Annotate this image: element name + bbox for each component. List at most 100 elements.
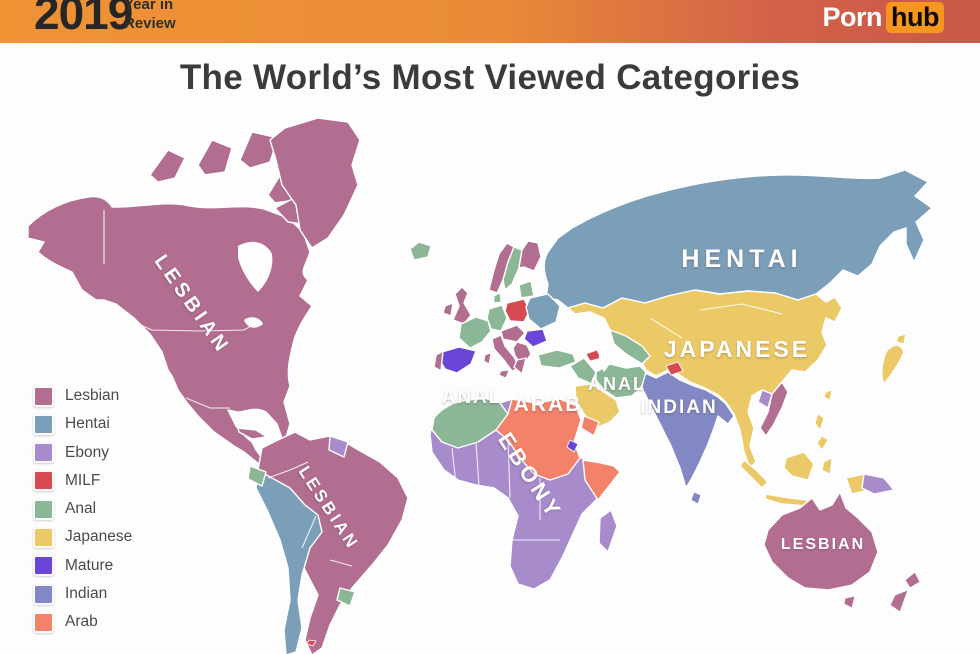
- region-philippines: [816, 435, 829, 451]
- map-label-hentai: HENTAI: [681, 245, 802, 273]
- inland-water: [238, 241, 613, 372]
- logo-part2: hub: [886, 2, 944, 34]
- region-central-europe: [500, 324, 526, 343]
- region-kashmir: [665, 361, 684, 376]
- region-russia: [543, 169, 933, 309]
- region-romania-bulgaria: [523, 328, 548, 348]
- region-new-zealand: [904, 571, 921, 589]
- legend-label: Anal: [65, 500, 97, 518]
- region-ireland: [442, 302, 454, 317]
- region-ukraine-belarus: [525, 293, 561, 330]
- region-borneo: [783, 451, 815, 481]
- region-india-pakistan: [641, 371, 735, 489]
- region-baltics: [518, 280, 535, 299]
- map-label-arab: ARAB: [514, 393, 583, 416]
- brand-logo: Porn hub: [822, 2, 944, 34]
- region-yemen: [580, 415, 600, 437]
- logo-part1: Porn: [822, 2, 883, 33]
- region-eritrea: [566, 439, 579, 453]
- region-australia: [763, 491, 879, 591]
- subtitle-line2: Review: [124, 14, 176, 32]
- region-china-central-asia: [567, 289, 843, 469]
- region-new-zealand: [889, 589, 909, 613]
- region-sri-lanka: [690, 491, 702, 505]
- region-cuba: [237, 427, 268, 440]
- map-label-japanese: JAPANESE: [664, 336, 810, 362]
- region-france: [458, 316, 492, 349]
- map-label-lesbian-au: LESBIAN: [781, 536, 865, 553]
- page-title: The World’s Most Viewed Categories: [179, 58, 801, 97]
- country-borders: [103, 210, 783, 567]
- legend-label: Ebony: [65, 443, 109, 461]
- legend-swatch-lesbian: [33, 385, 54, 407]
- year-in-review-text: Year in Review: [124, 0, 176, 34]
- region-iceland: [409, 241, 432, 261]
- legend-swatch-anal: [33, 498, 54, 520]
- legend-item-anal: Anal: [33, 498, 132, 520]
- region-philippines: [814, 413, 825, 431]
- region-japan: [881, 344, 905, 385]
- legend-swatch-japanese: [33, 526, 54, 548]
- region-arctic-islands: [197, 139, 233, 176]
- year-text: 2019: [34, 0, 133, 39]
- region-iran: [595, 363, 647, 399]
- region-finland: [518, 240, 542, 272]
- region-guyanas: [328, 435, 349, 458]
- region-sulawesi: [821, 457, 833, 475]
- legend-swatch-indian: [33, 583, 54, 605]
- legend-item-milf: MILF: [33, 470, 132, 492]
- legend-label: Mature: [65, 556, 114, 574]
- region-poland: [504, 298, 531, 323]
- region-saudi-arabia: [574, 383, 621, 429]
- region-sumatra: [739, 459, 769, 489]
- region-vietnam: [759, 381, 789, 437]
- region-iraq-syria: [569, 357, 597, 385]
- legend-item-japanese: Japanese: [33, 526, 132, 548]
- region-spain: [438, 346, 477, 374]
- legend: Lesbian Hentai Ebony MILF Anal Japanese …: [33, 385, 132, 640]
- legend-label: Indian: [65, 585, 108, 603]
- legend-item-arab: Arab: [33, 611, 132, 633]
- map-label-anal-africa: ANAL: [442, 387, 503, 408]
- region-uk: [452, 286, 472, 325]
- region-sardinia: [483, 352, 492, 365]
- region-turkmen-uzbek: [609, 329, 651, 365]
- legend-item-mature: Mature: [33, 555, 132, 577]
- region-north-america: [27, 195, 313, 479]
- region-libya-egypt-sudan: [495, 398, 582, 481]
- legend-item-ebony: Ebony: [33, 442, 132, 464]
- region-laos: [757, 389, 773, 409]
- region-hokkaido: [895, 333, 907, 345]
- region-uruguay: [336, 587, 356, 607]
- legend-swatch-arab: [33, 611, 54, 633]
- map-label-indian: INDIAN: [640, 397, 717, 418]
- region-falklands: [306, 639, 317, 647]
- header-bar: 2019 Year in Review Porn hub: [0, 0, 980, 43]
- region-madagascar: [598, 509, 618, 553]
- legend-label: MILF: [65, 471, 101, 489]
- legend-swatch-milf: [33, 470, 54, 492]
- map-label-anal-mideast: ANAL: [588, 374, 646, 394]
- region-java: [764, 493, 809, 507]
- region-taiwan: [823, 389, 833, 401]
- legend-item-indian: Indian: [33, 583, 132, 605]
- legend-item-lesbian: Lesbian: [33, 385, 132, 407]
- region-papua-new-guinea: [861, 473, 895, 495]
- region-andes-chile: [255, 469, 323, 654]
- region-arctic-islands: [149, 149, 186, 183]
- region-portugal: [433, 350, 444, 372]
- legend-label: Arab: [65, 613, 98, 631]
- region-tasmania: [843, 595, 856, 609]
- region-sweden: [502, 246, 523, 291]
- region-greenland: [269, 117, 361, 249]
- legend-label: Hentai: [65, 415, 110, 433]
- region-maghreb: [431, 397, 509, 449]
- region-somalia: [582, 459, 621, 501]
- legend-swatch-mature: [33, 555, 54, 577]
- legend-swatch-ebony: [33, 442, 54, 464]
- region-ecuador: [247, 465, 267, 487]
- region-sicily: [498, 369, 510, 379]
- region-denmark: [493, 292, 502, 304]
- legend-item-hentai: Hentai: [33, 413, 132, 435]
